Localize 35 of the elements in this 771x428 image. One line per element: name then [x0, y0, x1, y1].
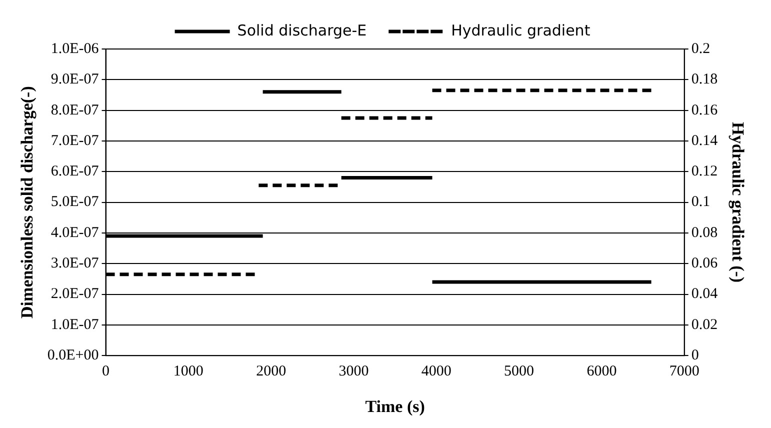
y-axis-title: Dimensionless solid discharge(-) [18, 86, 37, 318]
y2-tick-label: 0.18 [691, 72, 718, 88]
y2-tick-label: 0.04 [691, 286, 718, 302]
x-tick-label: 7000 [669, 364, 700, 380]
y2-tick-label: 0.08 [691, 224, 718, 241]
x-tick-label: 0 [102, 364, 110, 380]
y-tick-label: 2.0E-07 [50, 286, 100, 302]
x-tick-label: 6000 [586, 364, 617, 380]
y-tick-label: 1.0E-06 [50, 40, 100, 57]
x-tick-label: 5000 [504, 364, 534, 380]
y-tick-label: 1.0E-07 [50, 316, 100, 333]
x-axis-title: Time (s) [365, 397, 425, 416]
legend-label: Hydraulic gradient [451, 21, 590, 40]
y2-tick-label: 0.16 [691, 102, 718, 118]
y-tick-label: 9.0E-07 [50, 72, 100, 88]
y2-tick-label: 0.02 [691, 316, 718, 333]
x-tick-label: 3000 [338, 364, 369, 380]
y-tick-label: 8.0E-07 [50, 102, 100, 118]
legend-label: Solid discharge-E [237, 21, 367, 40]
x-tick-label: 4000 [421, 364, 452, 380]
y-tick-label: 6.0E-07 [50, 164, 100, 180]
x-tick-label: 2000 [256, 364, 286, 380]
y2-tick-label: 0.14 [691, 132, 718, 149]
y-tick-label: 5.0E-07 [50, 194, 100, 210]
y2-axis-title: Hydraulic gradient (-) [728, 122, 748, 283]
y2-tick-label: 0.1 [691, 194, 710, 210]
x-tick-label: 1000 [173, 364, 204, 380]
y-tick-label: 4.0E-07 [50, 224, 100, 241]
y2-tick-label: 0.12 [691, 164, 718, 180]
y-tick-label: 3.0E-07 [50, 256, 100, 272]
y2-tick-label: 0 [691, 348, 699, 364]
y-tick-label: 0.0E+00 [47, 348, 99, 364]
y-tick-label: 7.0E-07 [50, 132, 100, 149]
y2-tick-label: 0.2 [691, 40, 710, 57]
y2-tick-label: 0.06 [691, 256, 718, 272]
